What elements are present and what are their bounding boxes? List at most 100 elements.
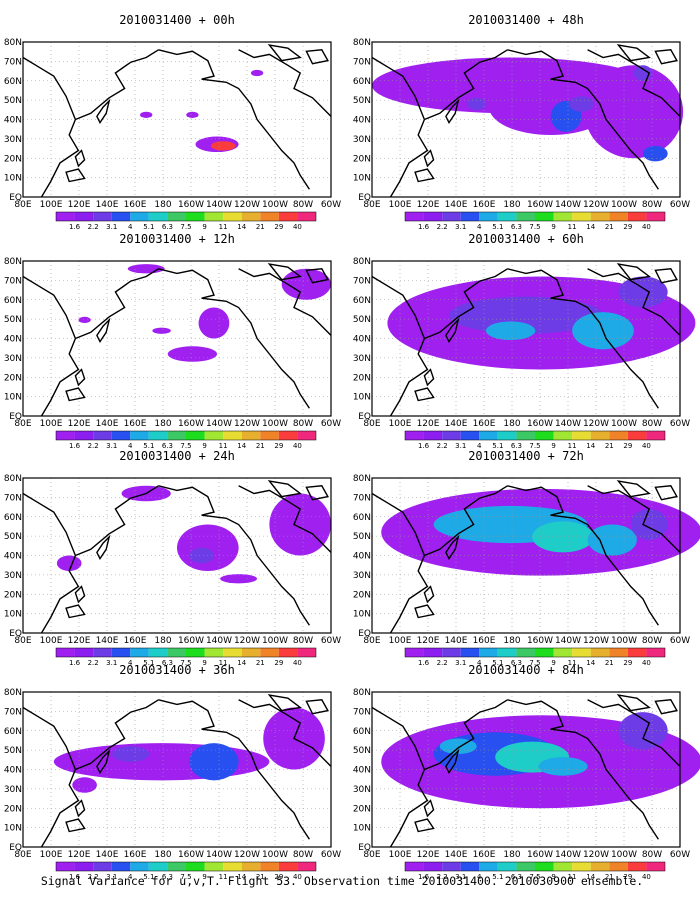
colorbar-swatch [572,648,591,657]
longitude-label: 120E [417,636,440,646]
coastline [414,168,435,183]
coastline [65,387,86,402]
longitude-label: 60W [321,419,341,429]
longitude-label: 120E [68,850,91,860]
latitude-label: 40N [353,335,371,345]
colorbar-swatch [553,431,573,440]
colorbar-swatch [278,862,298,871]
longitude-label: 120W [583,419,609,429]
latitude-label: 40N [353,552,371,562]
colorbar-frame [404,430,666,441]
longitude-label: 80E [363,200,380,210]
latitude-label: 10N [353,610,371,620]
latitude-label: 60N [4,727,22,737]
latitude-label: 40N [353,766,371,776]
coastline [305,485,329,501]
colorbar-swatch [223,648,242,657]
colorbar-swatch [167,862,186,871]
latitude-label: 20N [353,590,371,600]
colorbar-label: 1.6 [418,442,430,450]
colorbar-swatch [516,648,535,657]
variance-contour [449,296,603,334]
colorbar-swatch [442,862,461,871]
colorbar-swatch [609,648,628,657]
colorbar-label: 11 [219,223,228,231]
longitude-label: 100E [40,636,63,646]
longitude-label: 100E [40,850,63,860]
colorbar-label: 14 [586,442,595,450]
colorbar-label: 1.6 [69,223,81,231]
latitude-label: 70N [4,57,22,67]
colorbar-swatch [260,431,279,440]
latitude-label: 30N [4,785,22,795]
longitude-label: 80W [642,200,662,210]
colorbar-swatch [627,648,647,657]
coastline [507,49,659,190]
longitude-label: 80E [14,419,31,429]
colorbar-label: 29 [623,659,632,667]
latitude-label: 60N [4,77,22,87]
colorbar-swatch [241,212,261,221]
coastline [414,604,435,619]
variance-contour [186,111,199,118]
colorbar-swatch [646,431,665,440]
coastline [305,699,329,715]
latitude-label: 40N [353,116,371,126]
colorbar-label: 21 [256,873,265,881]
panel-title: 2010031400 + 72h [468,449,584,463]
latitude-label: 70N [353,57,371,67]
coastline [22,275,80,417]
colorbar-swatch [405,212,424,221]
colorbar-label: 4 [477,873,482,881]
colorbar-swatch [442,648,461,657]
colorbar-label: 40 [293,873,302,881]
colorbar-swatch [148,862,168,871]
longitude-label: 80W [642,636,662,646]
coastline [423,799,435,818]
colorbar-label: 21 [605,223,614,231]
colorbar-swatch [204,431,224,440]
colorbar-swatch [148,431,168,440]
variance-contour [538,757,588,776]
latitude-label: EQ [9,629,22,639]
longitude-label: 60W [321,850,341,860]
colorbar-label: 29 [623,873,632,881]
longitude-label: 120E [68,200,91,210]
longitude-label: 140E [445,850,468,860]
latitude-label: 20N [353,154,371,164]
colorbar-frame [55,647,317,658]
coastline [65,604,86,619]
colorbar-label: 29 [274,659,283,667]
latitude-label: 30N [353,571,371,581]
longitude-label: 140E [96,200,119,210]
longitude-label: 160W [527,200,553,210]
colorbar-swatch [130,648,149,657]
colorbar-swatch [405,648,424,657]
coastline [424,485,508,557]
colorbar-swatch [130,431,149,440]
colorbar-label: 2.2 [437,223,448,231]
colorbar-label: 29 [623,223,632,231]
coastline [65,818,86,833]
variance-contour [584,65,684,159]
latitude-label: 80N [353,38,371,48]
colorbar-label: 4 [128,223,133,231]
longitude-label: 80E [14,850,31,860]
colorbar-label: 7.5 [180,442,191,450]
colorbar-swatch [167,212,186,221]
coastline [305,268,329,284]
colorbar-label: 3.1 [455,223,466,231]
colorbar-swatch [56,431,75,440]
longitude-label: 140E [445,419,468,429]
colorbar-label: 5.1 [492,659,503,667]
latitude-label: 20N [4,373,22,383]
coastline [371,56,429,198]
colorbar-label: 21 [605,442,614,450]
colorbar-swatch [627,431,647,440]
colorbar-swatch [553,862,573,871]
coastline [616,263,651,281]
colorbar-swatch [646,648,665,657]
coastline [267,480,302,498]
colorbar-swatch [646,212,665,221]
colorbar-label: 1.6 [69,659,81,667]
